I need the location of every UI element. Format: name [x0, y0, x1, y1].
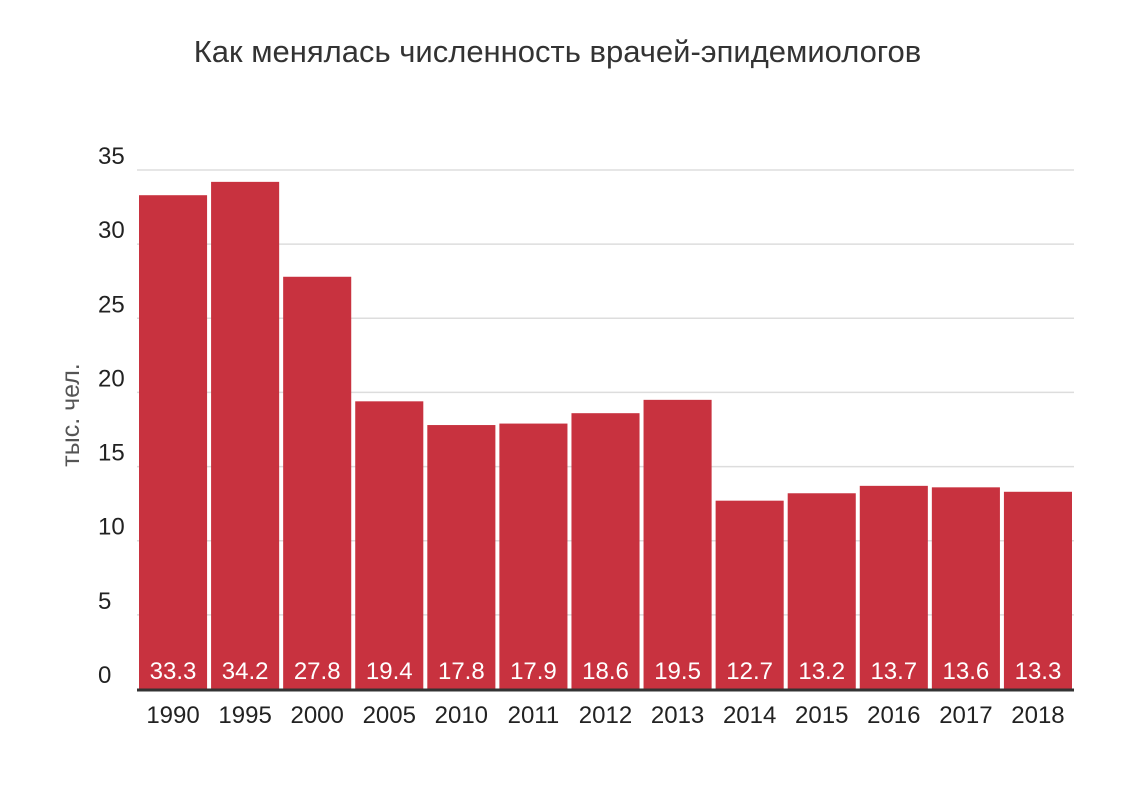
- data-label: 13.7: [870, 658, 917, 685]
- data-label: 12.7: [726, 658, 773, 685]
- x-tick-label: 2014: [723, 702, 776, 729]
- data-label: 13.6: [943, 658, 990, 685]
- data-label: 13.2: [798, 658, 845, 685]
- x-tick-label: 2018: [1011, 702, 1064, 729]
- y-tick-label: 25: [98, 291, 125, 318]
- x-tick-label: 1995: [218, 702, 271, 729]
- x-tick-label: 2011: [508, 702, 560, 729]
- bar-1990: [139, 195, 208, 690]
- y-tick-label: 10: [98, 514, 125, 541]
- data-label: 33.3: [150, 658, 197, 685]
- y-tick-label: 20: [98, 365, 125, 392]
- x-tick-label: 2017: [939, 702, 992, 729]
- data-label: 19.5: [654, 658, 701, 685]
- bar-2016: [859, 485, 928, 689]
- y-tick-label: 5: [98, 588, 111, 615]
- bar-2011: [499, 423, 568, 689]
- y-tick-label: 15: [98, 440, 125, 467]
- y-axis-title: тыс. чел.: [57, 363, 85, 466]
- x-tick-labels: 1990 1995 2000 2005 2010 2011 2012 2013 2014 2015…: [146, 702, 1064, 729]
- x-tick-label: 2005: [363, 702, 416, 729]
- chart-title: Как менялась численность врачей-эпидемио…: [193, 34, 922, 69]
- bar-2017: [931, 487, 1000, 689]
- bar-2000: [283, 276, 352, 689]
- data-labels: 33.3 34.2 27.8 19.4 17.8 17.9 18.6 19.5 12.7 13.2…: [150, 658, 1062, 685]
- x-tick-label: 2000: [290, 702, 343, 729]
- x-tick-label: 2015: [795, 702, 848, 729]
- bar-2014: [715, 500, 784, 689]
- data-label: 27.8: [294, 658, 341, 685]
- bars: [139, 181, 1072, 690]
- bar-2018: [1003, 491, 1072, 689]
- data-label: 18.6: [582, 658, 629, 685]
- data-label: 17.8: [438, 658, 485, 685]
- y-tick-label: 30: [98, 217, 125, 244]
- data-label: 13.3: [1015, 658, 1062, 685]
- x-tick-label: 2012: [579, 702, 632, 729]
- x-tick-label: 2010: [435, 702, 488, 729]
- x-tick-label: 1990: [146, 702, 199, 729]
- bar-2005: [355, 401, 424, 689]
- y-tick-labels: 0 5 10 15 20 25 30 35: [98, 143, 125, 689]
- y-tick-label: 0: [98, 662, 111, 689]
- bar-2012: [571, 413, 640, 689]
- data-label: 34.2: [222, 658, 269, 685]
- x-tick-label: 2016: [867, 702, 920, 729]
- bar-1995: [211, 181, 280, 689]
- x-tick-label: 2013: [651, 702, 704, 729]
- y-tick-label: 35: [98, 143, 125, 170]
- data-label: 17.9: [510, 658, 557, 685]
- data-label: 19.4: [366, 658, 413, 685]
- bar-2010: [427, 425, 496, 689]
- bar-2015: [787, 493, 856, 689]
- bar-2013: [643, 399, 712, 689]
